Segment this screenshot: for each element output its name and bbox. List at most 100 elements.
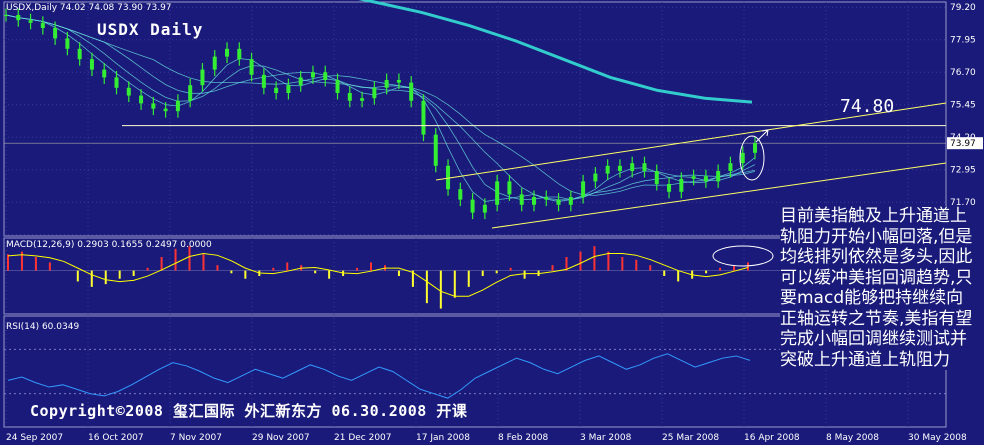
rsi-line: [7, 353, 751, 399]
short-moving-average: [5, 14, 756, 201]
price-bar-body: [409, 82, 414, 101]
last-price-label: 73.97: [950, 139, 976, 149]
price-tick-label: 76.70: [950, 68, 976, 78]
rsi-label: RSI(14) 60.0349: [6, 322, 80, 332]
price-bar-body: [261, 74, 266, 88]
price-bar-body: [372, 87, 377, 99]
price-bar-body: [126, 87, 131, 96]
price-bar-body: [286, 85, 291, 93]
date-tick-label: 30 May 2008: [908, 433, 967, 443]
price-bar-body: [617, 165, 622, 171]
price-bar-body: [347, 93, 352, 101]
level-annotation: 74.80: [840, 96, 895, 117]
macd-signal-line: [7, 252, 749, 297]
price-bar-body: [89, 59, 94, 70]
price-bar-body: [212, 56, 217, 70]
channel-lower-line: [491, 162, 947, 229]
price-bar-body: [556, 199, 561, 205]
price-bar-body: [102, 69, 107, 78]
price-bar-body: [531, 197, 536, 205]
price-bar-body: [40, 22, 45, 28]
date-tick-label: 16 Apr 2008: [744, 433, 800, 443]
price-bar-body: [507, 181, 512, 195]
price-bar-body: [605, 165, 610, 174]
price-bar-body: [581, 181, 586, 197]
price-bar-body: [691, 176, 696, 179]
price-bar-body: [139, 95, 144, 104]
price-bar-body: [470, 199, 475, 213]
price-bar-body: [114, 77, 119, 88]
price-bar-body: [200, 69, 205, 86]
date-tick-label: 8 May 2008: [826, 433, 879, 443]
price-bar-body: [519, 194, 524, 205]
short-moving-average: [5, 14, 756, 202]
price-bar-body: [679, 178, 684, 192]
short-moving-average: [5, 14, 756, 196]
highlight-ellipse: [739, 135, 765, 181]
copyright-text: Copyright©2008 玺汇国际 外汇新东方 06.30.2008 开课: [30, 402, 468, 420]
price-bar-body: [568, 197, 573, 205]
price-bar-body: [77, 48, 82, 60]
price-bar-body: [310, 72, 315, 78]
ohlc-readout: USDX,Daily 74.02 74.08 73.90 73.97: [6, 3, 172, 13]
price-bar-body: [396, 80, 401, 83]
price-bar-body: [703, 176, 708, 182]
price-tick-label: 77.95: [950, 36, 976, 46]
price-bar-body: [630, 163, 635, 171]
price-bar-body: [753, 143, 757, 153]
price-bar-body: [716, 171, 721, 182]
analysis-commentary: 目前美指触及上升通道上轨阻力开始小幅回落,但是均线排列依然是多头,因此可以缓冲美…: [780, 206, 976, 370]
trend-channel: [122, 102, 947, 229]
price-bar-body: [225, 48, 230, 57]
short-moving-average: [5, 14, 756, 201]
price-bar-body: [360, 98, 365, 101]
date-tick-label: 8 Feb 2008: [498, 433, 549, 443]
price-bar-body: [188, 85, 193, 101]
price-bars: [4, 8, 757, 220]
last-price-box: [947, 137, 983, 150]
price-bar-body: [237, 48, 242, 60]
date-tick-label: 21 Dec 2007: [334, 433, 392, 443]
price-panel-frame: [3, 1, 947, 237]
price-bar-body: [544, 197, 549, 200]
price-bar-body: [446, 165, 451, 190]
price-bar-body: [323, 72, 328, 80]
trend-arrow: [755, 129, 769, 143]
price-bar-body: [458, 189, 463, 200]
date-tick-label: 3 Mar 2008: [580, 433, 632, 443]
price-bar-body: [495, 181, 500, 205]
date-tick-label: 17 Jan 2008: [416, 433, 470, 443]
moving-averages: [5, 0, 756, 202]
price-bar-body: [163, 108, 168, 112]
price-bar-body: [482, 204, 487, 213]
panel-frames: [3, 1, 947, 428]
price-bar-body: [642, 163, 647, 171]
rsi-panel-frame: [3, 315, 947, 428]
price-bar-body: [298, 77, 303, 86]
price-bar-body: [384, 80, 389, 88]
macd-highlight-ellipse: [712, 245, 774, 267]
price-bar-body: [335, 80, 340, 93]
price-bar-body: [728, 163, 733, 171]
price-tick-label: 72.95: [950, 166, 976, 176]
price-bar-body: [421, 100, 426, 135]
price-tick-label: 79.20: [950, 3, 976, 13]
price-tick-label: 71.70: [950, 198, 976, 208]
chart-title: USDX Daily: [97, 20, 204, 39]
price-bar-body: [65, 38, 70, 49]
date-tick-label: 25 Mar 2008: [662, 433, 719, 443]
date-tick-label: 24 Sep 2007: [6, 433, 63, 443]
price-bar-body: [654, 171, 659, 184]
date-axis: 24 Sep 2007 16 Oct 2007 7 Nov 2007 29 Nov 2…: [6, 433, 967, 443]
price-bar-body: [4, 15, 8, 16]
price-bar-body: [433, 134, 438, 166]
price-bar-body: [53, 28, 58, 39]
price-bar-body: [151, 103, 156, 109]
date-tick-label: 16 Oct 2007: [88, 433, 144, 443]
price-bar-body: [249, 59, 254, 75]
long-moving-average: [358, 0, 753, 104]
price-bar-body: [16, 15, 21, 21]
price-tick-label: 75.45: [950, 101, 976, 111]
price-bar-body: [274, 87, 279, 93]
price-bar-body: [740, 152, 745, 164]
